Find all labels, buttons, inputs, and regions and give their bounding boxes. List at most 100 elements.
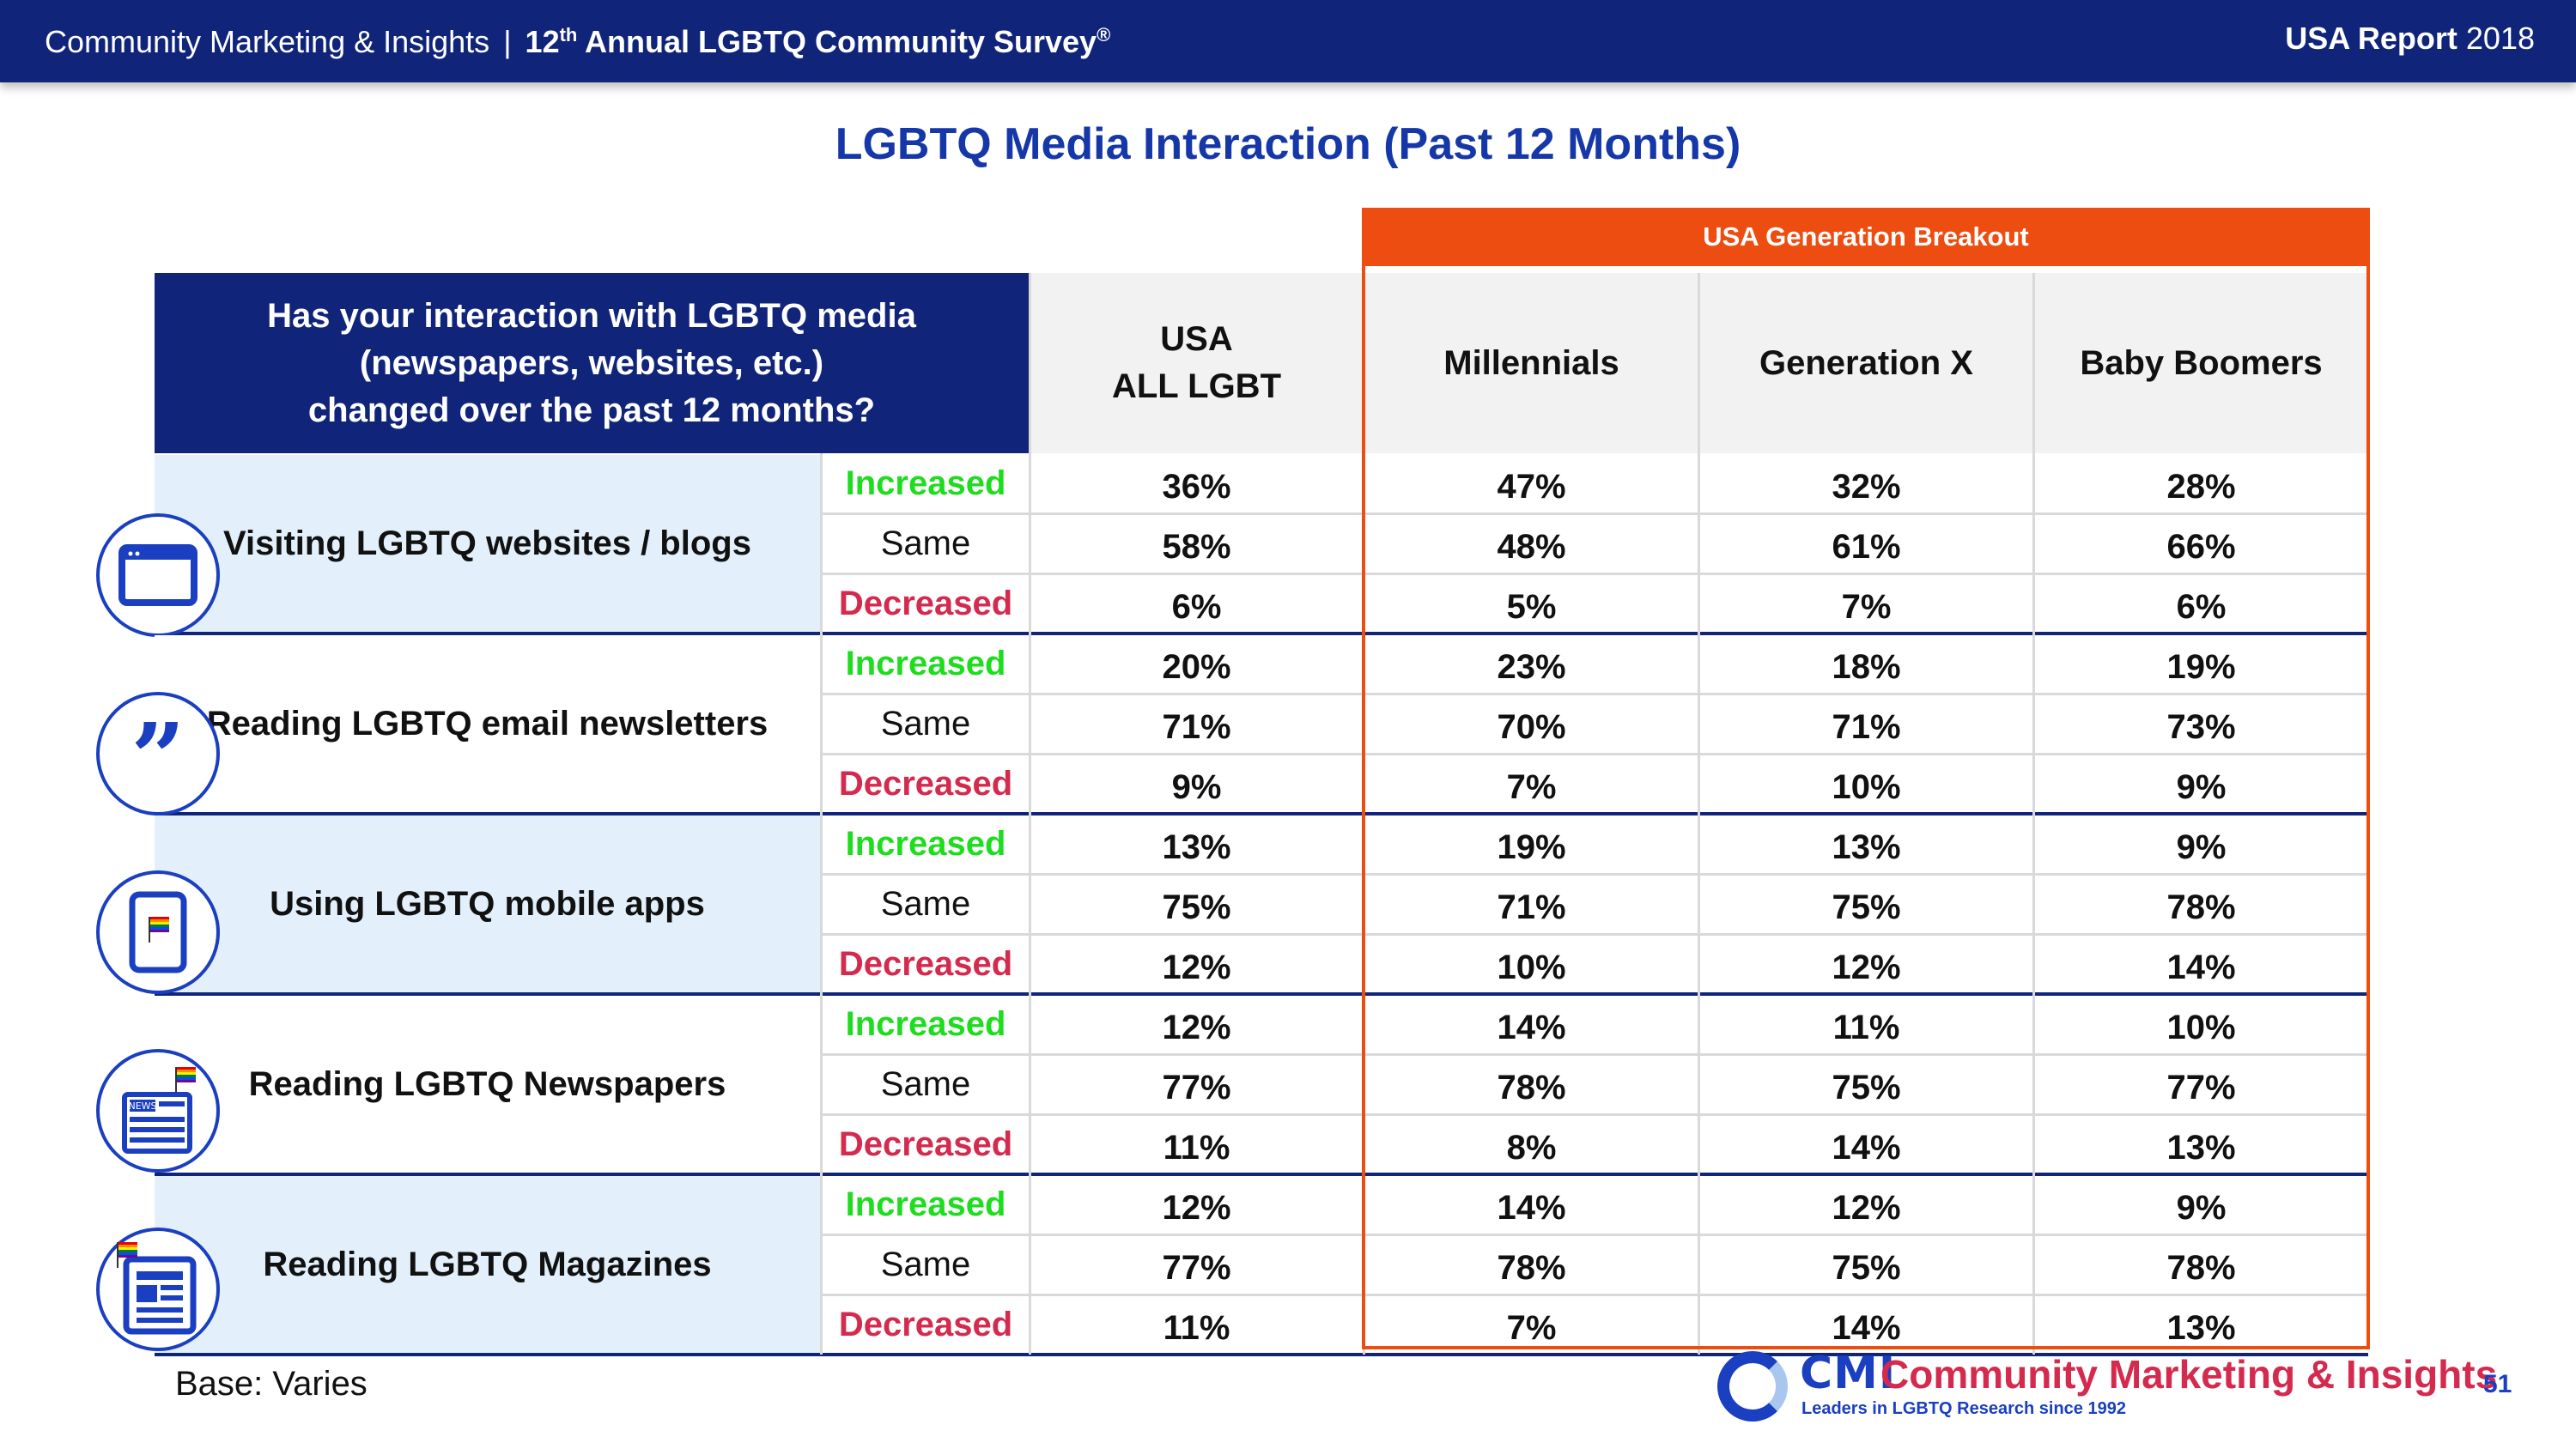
table-cell: 75% bbox=[1832, 1068, 1901, 1106]
table-cell: 7% bbox=[1506, 1308, 1557, 1347]
table-cell: 75% bbox=[1832, 888, 1901, 926]
row-divider bbox=[823, 1234, 2368, 1236]
table-cell: 10% bbox=[2166, 1008, 2236, 1046]
table-cell: 11% bbox=[1832, 1008, 1900, 1046]
table-cell: 77% bbox=[1162, 1068, 1231, 1106]
row-divider bbox=[823, 512, 2368, 515]
row-label-decreased: Decreased bbox=[838, 944, 1013, 983]
table-cell: 9% bbox=[2176, 767, 2227, 806]
column-divider bbox=[1698, 273, 1700, 1355]
column-header-generation-x: Generation X bbox=[1700, 273, 2032, 453]
table-cell: 47% bbox=[1497, 467, 1566, 506]
row-label-increased: Increased bbox=[845, 1004, 1006, 1043]
table-cell: 73% bbox=[2166, 707, 2236, 746]
table-cell: 14% bbox=[1497, 1188, 1566, 1227]
base-note: Base: Varies bbox=[175, 1365, 368, 1403]
table-cell: 13% bbox=[1832, 828, 1901, 866]
category-label: Reading LGBTQ email newsletters bbox=[155, 635, 820, 813]
table-cell: 77% bbox=[2166, 1068, 2236, 1106]
logo-ring-icon bbox=[1717, 1351, 1788, 1422]
category-label: Visiting LGBTQ websites / blogs bbox=[155, 455, 820, 633]
logo-brand: Community Marketing & Insights bbox=[1880, 1352, 2498, 1397]
row-divider bbox=[823, 1053, 2368, 1056]
row-label-same: Same bbox=[880, 704, 971, 743]
column-header-all-lgbt: USA ALL LGBT bbox=[1031, 273, 1362, 453]
svg-text:NEWS: NEWS bbox=[128, 1100, 156, 1112]
table-cell: 9% bbox=[1171, 767, 1222, 806]
table-cell: 19% bbox=[1497, 828, 1566, 866]
table-cell: 58% bbox=[1162, 527, 1231, 566]
row-label-increased: Increased bbox=[845, 1185, 1006, 1223]
table-cell: 5% bbox=[1506, 587, 1557, 626]
table-cell: 12% bbox=[1162, 1008, 1231, 1046]
row-divider bbox=[823, 753, 2368, 755]
table-cell: 77% bbox=[1162, 1248, 1231, 1287]
column-divider bbox=[1029, 273, 1031, 1355]
table-cell: 18% bbox=[1832, 647, 1901, 686]
category-label: Reading LGBTQ Magazines bbox=[155, 1176, 820, 1354]
page-title: LGBTQ Media Interaction (Past 12 Months) bbox=[835, 119, 1741, 169]
column-divider bbox=[2032, 273, 2035, 1355]
table-cell: 14% bbox=[1497, 1008, 1566, 1046]
cmi-logo: CMI Community Marketing & Insights Leade… bbox=[1717, 1348, 2497, 1427]
table-cell: 10% bbox=[1497, 948, 1566, 986]
row-label-same: Same bbox=[880, 1064, 971, 1103]
logo-cmi: CMI bbox=[1800, 1348, 1897, 1399]
svg-text:”: ” bbox=[131, 715, 185, 792]
row-label-same: Same bbox=[880, 524, 971, 562]
mobile-tablet-icon bbox=[96, 870, 220, 994]
header-separator: | bbox=[503, 24, 512, 59]
category-divider bbox=[155, 992, 2368, 996]
table-cell: 71% bbox=[1162, 707, 1231, 746]
category-divider bbox=[155, 812, 2368, 815]
category-divider bbox=[155, 632, 2368, 635]
table-cell: 78% bbox=[2166, 1248, 2236, 1287]
table-cell: 71% bbox=[1832, 707, 1901, 746]
row-label-decreased: Decreased bbox=[838, 584, 1013, 622]
table-cell: 14% bbox=[2166, 948, 2236, 986]
row-divider bbox=[823, 693, 2368, 695]
table-cell: 61% bbox=[1832, 527, 1901, 566]
table-cell: 12% bbox=[1162, 948, 1231, 986]
row-label-increased: Increased bbox=[845, 644, 1006, 682]
table-cell: 19% bbox=[2166, 647, 2236, 686]
magazine-icon bbox=[96, 1228, 220, 1351]
row-label-decreased: Decreased bbox=[838, 764, 1013, 803]
row-label-decreased: Decreased bbox=[838, 1125, 1013, 1163]
table-cell: 12% bbox=[1162, 1188, 1231, 1227]
category-label: Reading LGBTQ Newspapers bbox=[155, 996, 820, 1173]
table-cell: 75% bbox=[1162, 888, 1231, 926]
org-name: Community Marketing & Insights bbox=[45, 24, 490, 59]
row-divider bbox=[823, 873, 2368, 876]
category-divider bbox=[155, 1173, 2368, 1176]
table-cell: 11% bbox=[1163, 1308, 1230, 1347]
column-divider bbox=[820, 453, 823, 1355]
table-cell: 78% bbox=[2166, 888, 2236, 926]
table-cell: 36% bbox=[1162, 467, 1231, 506]
table-cell: 71% bbox=[1497, 888, 1566, 926]
table-cell: 14% bbox=[1832, 1128, 1901, 1167]
row-divider bbox=[823, 1294, 2368, 1296]
table-cell: 23% bbox=[1497, 647, 1566, 686]
row-label-same: Same bbox=[880, 884, 971, 923]
table-cell: 8% bbox=[1506, 1128, 1557, 1167]
column-header-millennials: Millennials bbox=[1365, 273, 1698, 453]
table-cell: 13% bbox=[1162, 828, 1231, 866]
table-cell: 7% bbox=[1841, 587, 1892, 626]
column-divider bbox=[1363, 273, 1365, 1355]
table-cell: 28% bbox=[2166, 467, 2236, 506]
column-header-baby-boomers: Baby Boomers bbox=[2035, 273, 2367, 453]
browser-window-icon bbox=[96, 513, 220, 637]
table-cell: 6% bbox=[2176, 587, 2227, 626]
table-cell: 20% bbox=[1162, 647, 1231, 686]
table-cell: 13% bbox=[2166, 1128, 2236, 1167]
table-cell: 10% bbox=[1832, 767, 1901, 806]
category-divider bbox=[155, 1353, 2368, 1356]
quote-marks-icon: ” bbox=[96, 692, 220, 815]
table-cell: 70% bbox=[1497, 707, 1566, 746]
question-header: Has your interaction with LGBTQ media (n… bbox=[155, 273, 1029, 453]
row-divider bbox=[823, 573, 2368, 575]
page-number: 51 bbox=[2483, 1370, 2512, 1398]
category-label: Using LGBTQ mobile apps bbox=[155, 815, 820, 993]
report-label: USA Report 2018 bbox=[2285, 21, 2535, 56]
